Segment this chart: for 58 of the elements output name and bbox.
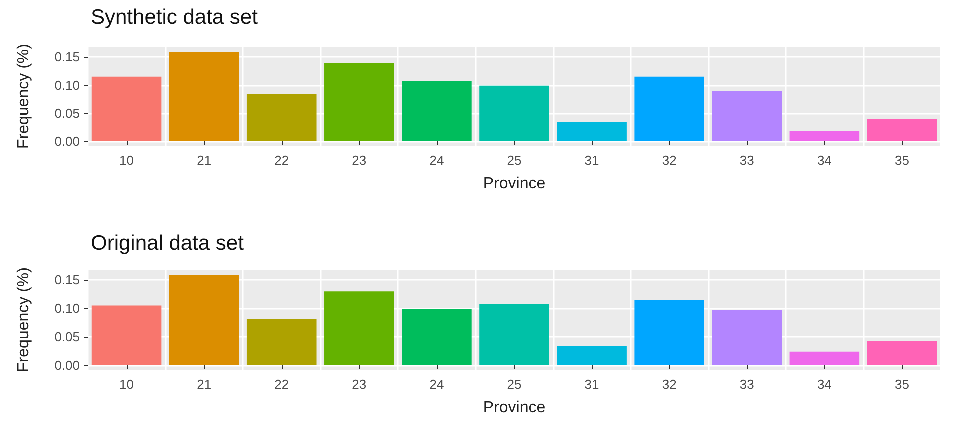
x-tick-label: 10 — [120, 153, 134, 168]
bar — [712, 91, 782, 142]
bar — [634, 76, 704, 142]
bar — [712, 310, 782, 366]
x-axis-title: Province — [483, 400, 546, 416]
bar — [246, 319, 317, 366]
x-tick-label: 31 — [584, 377, 600, 392]
bar — [324, 63, 394, 142]
x-tick-label: 24 — [430, 377, 444, 392]
bar — [92, 306, 162, 366]
y-tick-label: 0.00 — [54, 358, 80, 373]
y-tick-label: 0.15 — [54, 272, 80, 288]
x-tick-label: 35 — [894, 377, 910, 392]
x-tick-label: 34 — [817, 377, 832, 392]
y-axis-title: Frequency (%) — [16, 44, 32, 149]
chart-title: Original data set — [91, 232, 244, 255]
x-tick-label: 10 — [120, 377, 134, 392]
x-tick-label: 32 — [662, 377, 677, 392]
x-tick-label: 25 — [507, 377, 522, 392]
x-tick-label: 33 — [740, 153, 754, 168]
y-tick-label: 0.05 — [54, 106, 80, 121]
bar — [790, 352, 860, 366]
x-tick-label: 34 — [817, 153, 832, 168]
x-tick-label: 31 — [584, 153, 600, 168]
x-tick-label: 22 — [274, 377, 290, 392]
bar — [169, 52, 240, 142]
x-tick-label: 24 — [430, 153, 444, 168]
bar — [92, 76, 162, 142]
x-tick-label: 21 — [197, 153, 212, 168]
bar — [557, 346, 627, 366]
x-tick-label: 35 — [894, 153, 910, 168]
bar — [169, 275, 240, 366]
bar — [480, 86, 550, 142]
bar — [480, 304, 550, 366]
x-tick-label: 21 — [197, 377, 212, 392]
bar — [324, 292, 394, 366]
bar — [867, 119, 938, 142]
x-tick-label: 32 — [662, 153, 677, 168]
bar — [402, 81, 472, 142]
x-tick-label: 22 — [274, 153, 290, 168]
bar — [790, 131, 860, 142]
y-tick-label: 0.10 — [54, 301, 80, 316]
y-tick-label: 0.00 — [54, 134, 80, 149]
y-tick-label: 0.15 — [54, 50, 80, 65]
x-tick-label: 25 — [507, 153, 522, 168]
bar — [246, 94, 317, 142]
bar — [867, 341, 938, 366]
x-axis-title: Province — [483, 176, 546, 192]
bar — [557, 122, 627, 142]
chart-title: Synthetic data set — [91, 6, 258, 29]
y-tick-label: 0.10 — [54, 78, 80, 93]
y-tick-label: 0.05 — [54, 330, 80, 345]
bar — [634, 300, 704, 366]
x-tick-label: 33 — [740, 377, 754, 392]
x-tick-label: 23 — [352, 377, 367, 392]
y-axis-title: Frequency (%) — [16, 268, 32, 372]
x-tick-label: 23 — [352, 153, 367, 168]
bar — [402, 309, 472, 366]
